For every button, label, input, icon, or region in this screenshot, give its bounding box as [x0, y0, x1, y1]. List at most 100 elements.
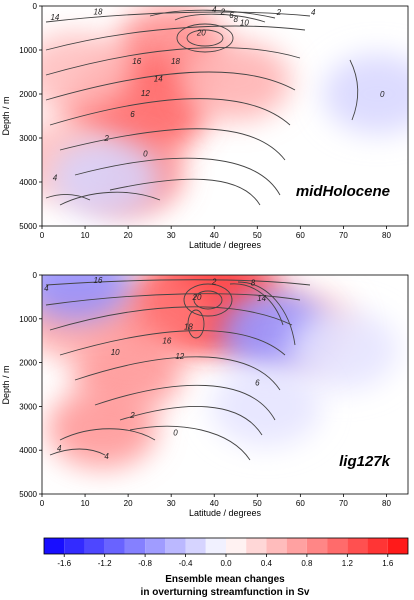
y-tick-label: 1000	[19, 46, 37, 55]
x-tick-label: 50	[253, 231, 262, 240]
panel-label: midHolocene	[296, 183, 390, 200]
colorbar-cell	[145, 538, 166, 554]
y-tick-label: 2000	[19, 359, 37, 368]
colorbar-tick-label: -1.6	[57, 559, 71, 568]
y-tick-label: 0	[33, 271, 38, 280]
colorbar-cell	[306, 538, 328, 554]
contour-label: 16	[94, 276, 103, 285]
contour-label: 2	[211, 278, 217, 287]
colorbar-tick-label: 1.2	[342, 559, 354, 568]
contour-label: 0	[173, 429, 178, 438]
contour-label: 14	[154, 75, 163, 84]
contour-label: 10	[111, 348, 120, 357]
contour-label: 14	[50, 13, 59, 22]
contour-label: 8	[234, 15, 239, 24]
streamfunction-contours	[45, 279, 311, 461]
colorbar-cell	[327, 538, 348, 554]
colorbar-cell	[124, 538, 146, 554]
y-axis-label: Depth / m	[1, 96, 11, 135]
contour-label: 4	[311, 8, 316, 17]
x-tick-label: 60	[296, 499, 305, 508]
y-tick-label: 3000	[19, 134, 37, 143]
y-tick-label: 4000	[19, 178, 37, 187]
x-axis-label: Latitude / degrees	[189, 508, 262, 518]
anomaly-patch	[322, 54, 408, 134]
x-tick-label: 0	[40, 499, 45, 508]
streamfunction-contours	[45, 9, 359, 206]
colorbar-cell	[185, 538, 206, 554]
y-tick-label: 0	[33, 2, 38, 11]
colorbar-cell	[44, 538, 65, 554]
x-tick-label: 80	[382, 231, 391, 240]
axes-frame	[41, 5, 409, 227]
contour-label: 14	[257, 294, 266, 303]
x-tick-label: 10	[81, 499, 90, 508]
colorbar-cell	[165, 538, 186, 554]
colorbar-cell	[104, 538, 125, 554]
x-tick-label: 0	[40, 231, 45, 240]
contour-label: 16	[132, 57, 141, 66]
contour-label: 12	[175, 352, 184, 361]
y-axis: 0 1000 2000 3000 4000 5000	[19, 271, 42, 499]
axes-frame	[41, 274, 409, 495]
x-tick-label: 80	[382, 499, 391, 508]
colorbar-cell	[226, 538, 247, 554]
contour-label: 18	[94, 7, 103, 16]
colorbar-label-line2: in overturning streamfunction in Sv	[141, 587, 310, 598]
y-tick-label: 3000	[19, 402, 37, 411]
x-tick-label: 20	[124, 499, 133, 508]
contour-label: 8	[251, 278, 256, 287]
contour-label: 0	[380, 90, 385, 99]
x-tick-label: 60	[296, 231, 305, 240]
colorbar-cell	[286, 538, 307, 554]
contour-label: 12	[141, 89, 150, 98]
y-tick-label: 5000	[19, 490, 37, 499]
contour-label: 4	[44, 284, 49, 293]
anomaly-patch	[210, 366, 321, 447]
y-tick-label: 4000	[19, 446, 37, 455]
anomaly-patch	[47, 388, 158, 469]
y-axis: 0 1000 2000 3000 4000 5000	[19, 2, 42, 231]
x-tick-label: 40	[210, 231, 219, 240]
colorbar-cell	[64, 538, 85, 554]
contour-label: 16	[162, 337, 171, 346]
x-tick-label: 70	[339, 231, 348, 240]
colorbar-cell	[205, 538, 226, 554]
x-tick-label: 40	[210, 499, 219, 508]
anomaly-patch	[42, 32, 132, 112]
colorbar-cell	[266, 538, 287, 554]
x-axis: 0 10 20 30 40 50 60 70 80	[40, 494, 391, 508]
colorbar-tick-label: 1.6	[382, 559, 394, 568]
colorbar: -1.6 -1.2 -0.8 -0.4 0.0 0.4 0.8 1.2 1.6 Ensemble…	[43, 537, 409, 598]
anomaly-shading	[42, 6, 408, 218]
panel-label: lig127k	[339, 453, 391, 470]
x-tick-label: 50	[253, 499, 262, 508]
colorbar-cell	[347, 538, 368, 554]
anomaly-patch	[180, 40, 291, 121]
colorbar-tick-label: -0.8	[138, 559, 152, 568]
x-tick-label: 10	[81, 231, 90, 240]
contour-label: 4	[104, 452, 109, 461]
x-axis: 0 10 20 30 40 50 60 70 80	[40, 226, 391, 240]
colorbar-cell	[84, 538, 105, 554]
contour-label: 18	[171, 57, 180, 66]
contour-label: 4	[57, 444, 62, 453]
colorbar-cell	[246, 538, 267, 554]
x-tick-label: 20	[124, 231, 133, 240]
colorbar-cell	[387, 538, 408, 554]
contour-label: 20	[196, 28, 206, 37]
contour-label: 6	[229, 11, 234, 20]
colorbar-cell	[367, 538, 388, 554]
anomaly-shading	[42, 275, 399, 469]
contour-label: 2	[103, 134, 109, 143]
contour-label: 18	[184, 323, 193, 332]
y-tick-label: 2000	[19, 90, 37, 99]
colorbar-tick-label: 0.4	[261, 559, 273, 568]
x-axis-label: Latitude / degrees	[189, 240, 262, 250]
contour-label: 2	[129, 411, 135, 420]
